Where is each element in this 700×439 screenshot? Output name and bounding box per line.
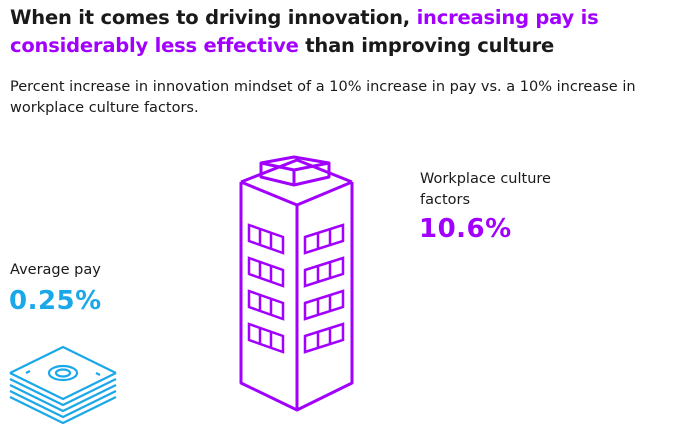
building-icon [239,155,354,412]
data-label-workplace-culture: 10.6% [419,214,512,244]
title-part-1: When it comes to driving innovation, [10,6,417,29]
data-label-average-pay: 0.25% [9,286,102,316]
money-stack-icon [9,345,117,425]
chart-subtitle: Percent increase in innovation mindset o… [10,79,636,116]
building-window-left [247,322,285,354]
building-window-left [247,256,285,288]
chart-title: When it comes to driving innovation, inc… [10,4,700,60]
building-window-right [303,289,345,321]
title-highlight: increasing pay is considerably less effe… [10,6,599,57]
building-window-left [247,289,285,321]
building-window-right [303,322,345,354]
category-label-average-pay: Average pay [10,262,101,278]
title-part-2: than improving culture [298,34,555,57]
building-window-right [303,223,345,255]
building-window-right [303,256,345,288]
building-window-left [247,223,285,255]
category-label-workplace-culture: Workplace culture factors [420,171,551,208]
